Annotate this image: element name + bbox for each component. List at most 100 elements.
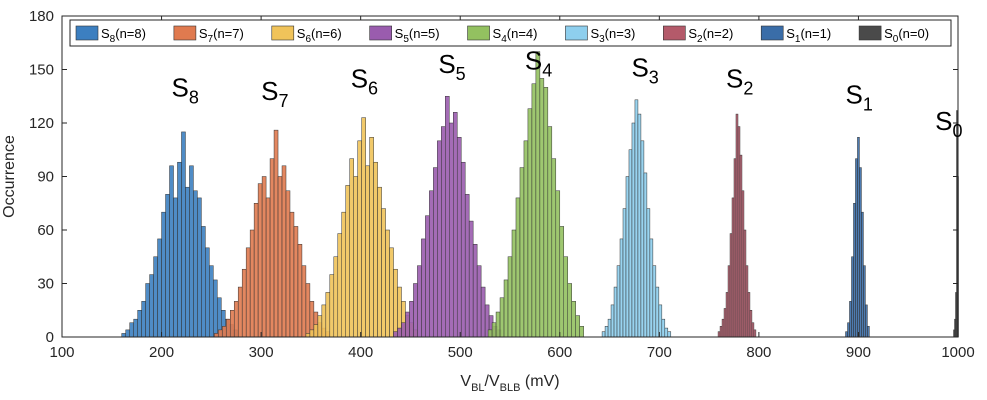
x-tick-label: 800	[746, 344, 771, 361]
histogram-bar	[121, 333, 126, 338]
histogram-bar	[735, 113, 739, 338]
legend-label: S1(n=1)	[786, 26, 831, 45]
legend-swatch	[858, 25, 882, 41]
histogram-bar	[859, 167, 862, 338]
histogram-bar	[853, 203, 856, 338]
histogram-bar	[631, 122, 636, 338]
histogram-bar	[607, 318, 612, 338]
histogram-bar	[667, 331, 672, 338]
histogram-bar	[369, 137, 374, 338]
histogram-bar	[721, 318, 725, 338]
histogram-bar	[353, 176, 358, 338]
y-tick-label: 0	[46, 329, 54, 346]
histogram-bar	[845, 331, 848, 338]
peak-label-s1: S1	[846, 79, 873, 114]
histogram-bar	[751, 322, 755, 338]
legend-item-s7: S7(n=7)	[173, 25, 244, 45]
series-s7-n-7	[214, 129, 331, 338]
histogram-bar	[165, 194, 170, 338]
histogram-bar	[563, 256, 568, 338]
histogram-bar	[201, 226, 206, 338]
histogram-bar	[222, 326, 227, 338]
histogram-bar	[857, 137, 860, 338]
histogram-bar	[523, 140, 529, 338]
y-tick-label: 30	[37, 276, 54, 293]
x-tick-label: 700	[647, 344, 672, 361]
histogram-bar	[613, 286, 618, 338]
histogram-bar	[604, 326, 609, 338]
histogram-bar	[737, 126, 741, 338]
y-tick-label: 120	[29, 115, 54, 132]
histogram-bar	[261, 176, 267, 338]
histogram-bar	[389, 247, 394, 338]
histogram-bar	[655, 286, 660, 338]
histogram-bar	[559, 226, 565, 338]
histogram-bar	[753, 329, 757, 338]
histogram-bar	[189, 165, 194, 338]
histogram-bar	[619, 238, 624, 338]
series-s2-n-2	[717, 113, 757, 338]
histogram-bar	[230, 310, 235, 338]
histogram-bar	[393, 268, 398, 338]
histogram-bar	[531, 83, 537, 338]
series-s1-n-1	[845, 137, 870, 338]
histogram-bar	[245, 247, 251, 338]
histogram-bar	[345, 185, 350, 338]
histogram-bar	[649, 238, 654, 338]
peak-label-s0: S0	[935, 106, 962, 141]
histogram-bar	[460, 161, 466, 338]
y-axis-title: Occurrence	[1, 135, 18, 218]
histogram-bar	[321, 304, 327, 338]
histogram-bar	[226, 318, 231, 338]
histogram-bar	[567, 283, 572, 338]
histogram-bar	[622, 208, 627, 338]
legend-item-s5: S5(n=5)	[369, 25, 440, 45]
histogram-bar	[468, 220, 474, 338]
histogram-bar	[625, 176, 630, 338]
y-tick-label: 150	[29, 62, 54, 79]
peak-label-s7: S7	[261, 76, 288, 111]
histogram-bar	[453, 112, 458, 338]
histogram-bar	[851, 256, 854, 338]
histogram-bar	[257, 183, 263, 338]
histogram-bar	[405, 311, 410, 338]
histogram-bar	[551, 158, 557, 338]
histogram-bar	[571, 301, 576, 338]
histogram-bar	[472, 244, 478, 338]
histogram-bar	[329, 274, 335, 338]
histogram-bar	[305, 333, 311, 338]
histogram-bar	[445, 96, 450, 338]
histogram-bar	[719, 326, 723, 338]
x-tick-label: 100	[49, 344, 74, 361]
peak-label-s4: S4	[525, 46, 552, 81]
histogram-bar	[417, 265, 422, 338]
histogram-bar	[491, 322, 497, 338]
histogram-bar	[193, 190, 198, 338]
legend-swatch	[75, 25, 99, 41]
histogram-bar	[429, 190, 434, 338]
histogram-bar	[749, 310, 753, 338]
legend-label: S7(n=7)	[199, 26, 244, 45]
histogram-bar	[205, 247, 210, 338]
legend-label: S6(n=6)	[297, 26, 342, 45]
series-s6-n-6	[305, 117, 418, 338]
peak-label-s5: S5	[438, 49, 465, 84]
histogram-bar	[305, 283, 311, 338]
x-tick-label: 300	[249, 344, 274, 361]
legend-swatch	[271, 25, 295, 41]
peak-label-s6: S6	[351, 63, 378, 98]
histogram-bar	[539, 78, 545, 338]
histogram-bar	[265, 197, 271, 338]
histogram-bar	[301, 265, 307, 338]
histogram-bar	[476, 265, 482, 338]
histogram-bar	[733, 158, 737, 338]
histogram-bar	[729, 233, 733, 338]
histogram-bar	[249, 229, 255, 338]
histogram-bar	[725, 292, 729, 338]
histogram-bar	[213, 279, 218, 338]
ticks-layer: 100 200 300 400 500 600 700 800 900 1000 0 30 60 90 12…	[29, 8, 975, 361]
legend-label: S0(n=0)	[884, 26, 929, 45]
histogram-bar	[503, 279, 509, 338]
histogram-bar	[610, 304, 615, 338]
legend-swatch	[760, 25, 784, 41]
